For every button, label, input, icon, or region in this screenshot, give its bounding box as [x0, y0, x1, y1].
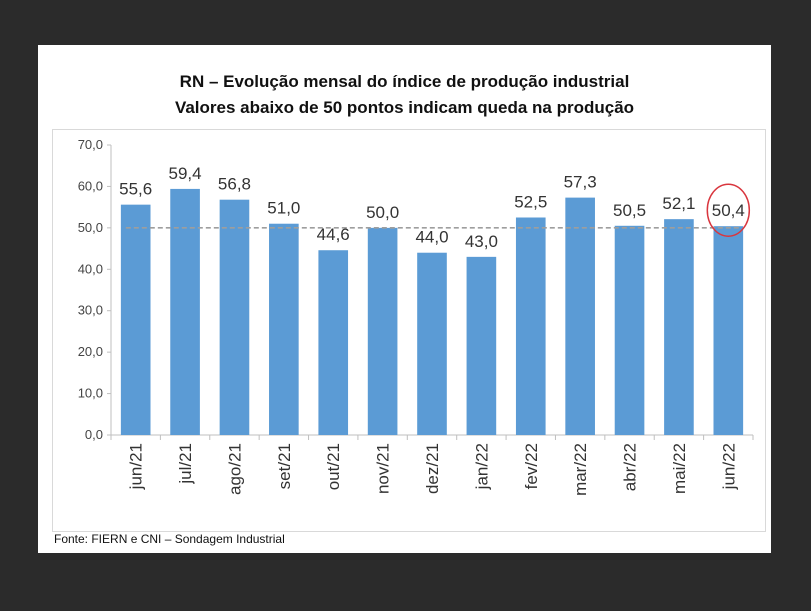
data-label: 44,0 — [415, 228, 448, 247]
chart-card: RN – Evolução mensal do índice de produç… — [38, 45, 771, 553]
y-tick-label: 40,0 — [78, 261, 103, 276]
x-tick-label: ago/21 — [225, 443, 244, 495]
y-tick-label: 60,0 — [78, 178, 103, 193]
x-tick-label: jun/21 — [127, 443, 146, 490]
y-tick-label: 70,0 — [78, 137, 103, 152]
chart-title-line1: RN – Evolução mensal do índice de produç… — [179, 72, 630, 91]
bar — [565, 197, 595, 435]
y-tick-label: 50,0 — [78, 220, 103, 235]
y-tick-label: 0,0 — [85, 427, 103, 442]
bar — [614, 225, 645, 435]
plot-area: 0,0 10,0 20,0 30,0 40,0 50,0 60,0 70,0 55,6 jun/2… — [52, 129, 766, 532]
x-tick-label: abr/22 — [621, 443, 640, 491]
data-label: 52,1 — [662, 194, 695, 213]
bar — [713, 226, 744, 435]
bar — [367, 227, 398, 435]
bar — [466, 256, 497, 435]
x-tick-label: set/21 — [275, 443, 294, 489]
data-label: 43,0 — [465, 232, 498, 251]
data-label: 50,5 — [613, 201, 646, 220]
x-tick-label: jul/21 — [176, 443, 195, 485]
bar — [515, 217, 546, 435]
bar-chart: 0,0 10,0 20,0 30,0 40,0 50,0 60,0 70,0 55,6 jun/2… — [78, 137, 754, 496]
x-tick-label: mai/22 — [670, 443, 689, 494]
data-label: 44,6 — [317, 225, 350, 244]
data-label: 59,4 — [169, 164, 202, 183]
x-tick-label: jan/22 — [472, 443, 491, 490]
chart-title: RN – Evolução mensal do índice de produç… — [38, 69, 771, 121]
bar — [318, 250, 349, 435]
x-tick-label: dez/21 — [423, 443, 442, 494]
data-label: 57,3 — [564, 173, 597, 192]
x-tick-label: out/21 — [324, 443, 343, 490]
bar — [664, 219, 694, 435]
y-tick-label: 30,0 — [78, 303, 103, 318]
y-tick-label: 10,0 — [78, 386, 103, 401]
x-tick-label: nov/21 — [374, 443, 393, 494]
data-label: 51,0 — [267, 199, 300, 218]
chart-subtitle: Valores abaixo de 50 pontos indicam qued… — [174, 98, 635, 117]
bar — [120, 204, 151, 435]
source-note: Fonte: FIERN e CNI – Sondagem Industrial — [54, 532, 285, 546]
data-label: 52,5 — [514, 193, 547, 212]
x-tick-label: mar/22 — [571, 443, 590, 496]
y-tick-label: 20,0 — [78, 344, 103, 359]
bar — [269, 223, 299, 435]
bar — [417, 252, 447, 435]
bar — [219, 199, 250, 435]
x-tick-label: fev/22 — [522, 443, 541, 489]
x-tick-label: jun/22 — [719, 443, 738, 490]
data-label: 55,6 — [119, 180, 152, 199]
highlight-circle — [706, 183, 751, 237]
data-label: 50,4 — [712, 201, 745, 220]
data-label: 50,0 — [366, 203, 399, 222]
bar — [170, 188, 200, 435]
data-label: 56,8 — [218, 175, 251, 194]
